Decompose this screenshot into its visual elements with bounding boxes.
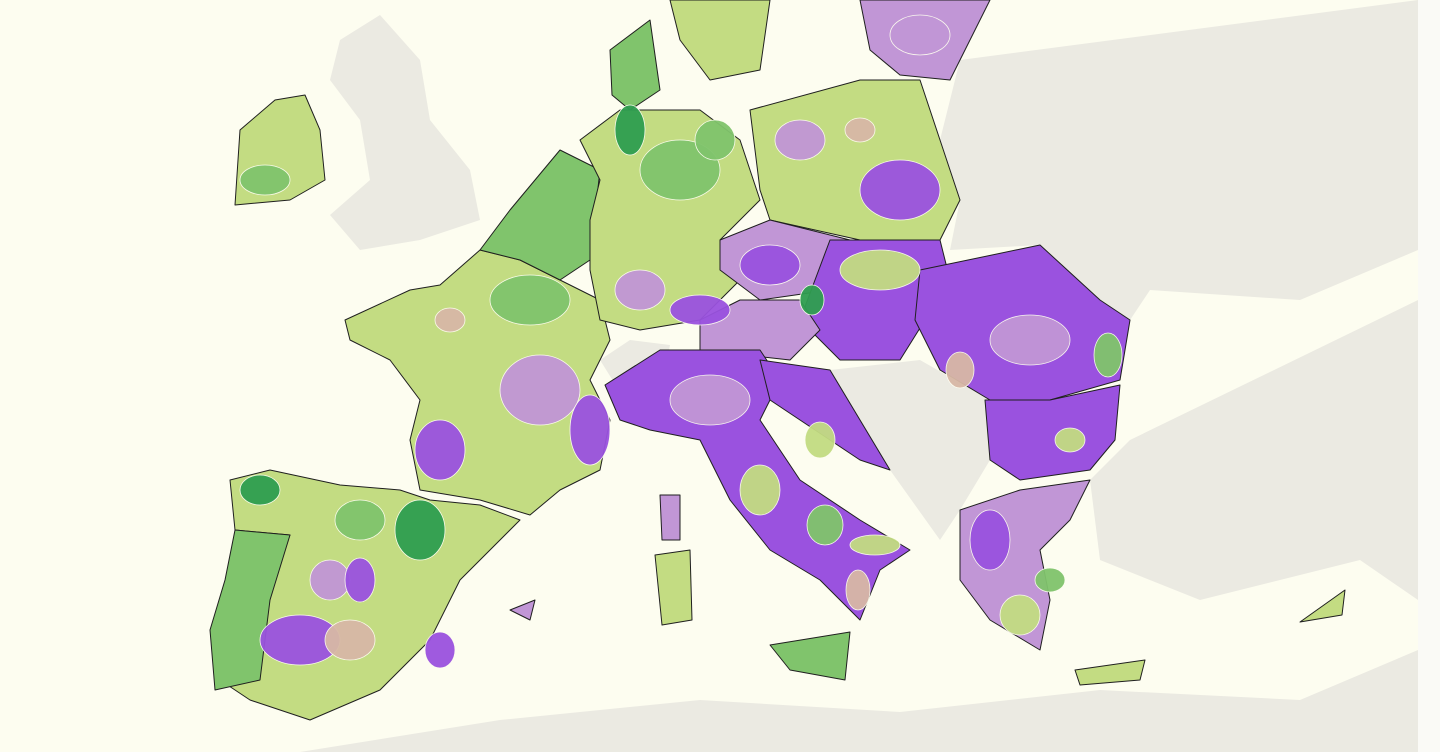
patch <box>739 464 781 516</box>
patch <box>309 559 351 601</box>
patch <box>614 269 666 311</box>
patch <box>806 504 844 546</box>
patch <box>989 314 1071 366</box>
patch <box>844 117 876 143</box>
patch <box>839 249 921 291</box>
region-patches <box>239 14 1123 669</box>
patch <box>694 119 736 161</box>
great-britain <box>330 15 480 250</box>
mallorca <box>509 599 536 621</box>
patch <box>1054 427 1086 453</box>
patch <box>569 394 611 466</box>
edge <box>1418 0 1440 752</box>
sardinia <box>654 549 693 626</box>
patch <box>344 557 376 603</box>
regions <box>209 0 1346 721</box>
patch <box>845 569 871 611</box>
patch <box>999 594 1041 636</box>
sweden <box>669 0 771 81</box>
patch <box>774 119 826 161</box>
sicily <box>769 631 851 681</box>
patch <box>889 14 951 56</box>
cyprus <box>1299 589 1346 623</box>
patch <box>239 164 291 196</box>
patch <box>1034 567 1066 593</box>
patch <box>669 294 731 326</box>
slovenia-croatia <box>759 359 891 471</box>
patch <box>434 307 466 333</box>
turkey <box>1090 300 1418 600</box>
patch <box>739 244 801 286</box>
patch <box>499 354 581 426</box>
balkans <box>830 360 990 540</box>
denmark <box>609 19 661 111</box>
eastern-europe <box>940 0 1418 320</box>
patch <box>859 159 941 221</box>
patch <box>489 274 571 326</box>
portugal <box>209 529 291 691</box>
north-africa <box>300 650 1418 752</box>
patch <box>414 419 466 481</box>
patch <box>394 499 446 561</box>
patch <box>334 499 386 541</box>
patch <box>945 351 975 389</box>
bulgaria <box>984 384 1121 481</box>
patch <box>1093 332 1123 378</box>
patch <box>969 509 1011 571</box>
patch <box>239 474 281 506</box>
patch <box>849 534 901 556</box>
non-eu-land <box>300 0 1418 752</box>
corsica <box>659 494 681 541</box>
poland <box>749 79 961 241</box>
patch <box>324 619 376 661</box>
patch <box>669 374 751 426</box>
patch <box>424 631 456 669</box>
patch <box>799 284 825 316</box>
patch <box>639 139 721 201</box>
patch <box>614 104 646 156</box>
patch <box>804 421 836 459</box>
crete <box>1074 659 1146 686</box>
